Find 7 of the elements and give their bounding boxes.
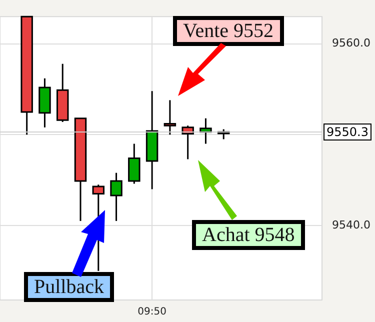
y-tick-label: 9540.0 bbox=[332, 218, 370, 232]
annotation: Vente 9552 bbox=[173, 16, 284, 46]
x-tick-label: 09:50 bbox=[138, 306, 166, 318]
y-tick-label: 9560.0 bbox=[332, 36, 370, 50]
ref-line-label: 9550.3 bbox=[326, 125, 368, 140]
annotation: Achat 9548 bbox=[192, 220, 305, 250]
annotation: Pullback bbox=[24, 272, 114, 302]
